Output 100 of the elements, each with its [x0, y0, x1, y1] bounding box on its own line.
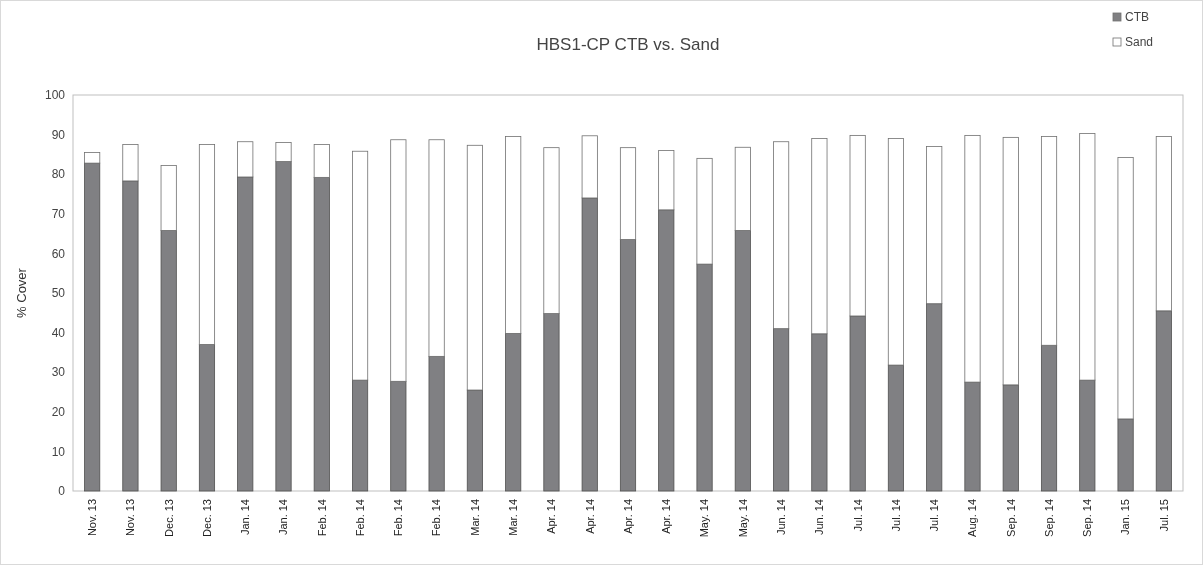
- x-tick-label: Apr. 14: [660, 499, 673, 534]
- bar: [84, 162, 101, 492]
- bar: [887, 364, 904, 492]
- bar: [122, 180, 139, 492]
- y-tick-label: 100: [44, 88, 66, 103]
- x-tick-label: Mar. 14: [507, 499, 520, 536]
- x-tick-label: Nov. 13: [124, 499, 137, 537]
- bar: [1079, 133, 1096, 381]
- x-tick-label: Apr. 14: [545, 499, 558, 534]
- bar: [926, 303, 943, 492]
- x-tick-label: Feb. 14: [392, 499, 405, 537]
- legend-label: Sand: [1125, 35, 1154, 50]
- x-tick-label: Jul. 14: [851, 499, 864, 532]
- x-tick-label: Jun. 14: [774, 499, 787, 536]
- bar: [390, 139, 407, 382]
- legend-label: CTB: [1125, 10, 1149, 25]
- x-tick-label: Mar. 14: [468, 499, 481, 536]
- bar: [1040, 136, 1058, 346]
- bar: [849, 134, 866, 317]
- bar: [696, 157, 713, 265]
- bar: [773, 141, 790, 330]
- bar: [313, 176, 330, 492]
- bar: [352, 150, 369, 381]
- bar: [581, 197, 598, 492]
- bar: [964, 134, 981, 383]
- x-tick-label: Apr. 14: [583, 499, 596, 534]
- x-tick-label: Jul. 15: [1157, 499, 1170, 532]
- bar: [198, 144, 216, 345]
- bar: [390, 380, 407, 492]
- y-tick-label: 20: [51, 405, 66, 419]
- bar: [237, 141, 254, 178]
- bar: [543, 313, 560, 492]
- bar: [160, 165, 177, 231]
- bar: [887, 138, 904, 366]
- bar: [505, 136, 522, 334]
- x-tick-label: Aug. 14: [966, 499, 979, 537]
- y-tick-label: 60: [51, 246, 66, 261]
- bar: [1155, 136, 1172, 312]
- x-tick-label: Feb. 14: [315, 499, 328, 537]
- bar: [619, 239, 637, 492]
- bar: [313, 144, 330, 178]
- bar: [658, 209, 675, 492]
- x-tick-label: Jan. 14: [239, 499, 252, 536]
- bar: [466, 389, 483, 492]
- bar: [237, 176, 254, 492]
- x-tick-label: Apr. 14: [621, 499, 634, 534]
- x-tick-label: Feb. 14: [353, 499, 366, 537]
- x-tick-label: Dec. 13: [200, 499, 213, 537]
- x-tick-label: May. 14: [698, 499, 711, 538]
- bar: [428, 355, 445, 492]
- bar: [198, 344, 216, 492]
- x-tick-label: Jul. 14: [889, 499, 902, 532]
- y-tick-label: 70: [51, 207, 66, 221]
- bar: [734, 146, 751, 231]
- chart-title: HBS1-CP CTB vs. Sand: [536, 35, 720, 54]
- y-tick-label: 40: [51, 325, 66, 340]
- x-tick-label: Jul. 14: [928, 499, 941, 532]
- bar: [122, 144, 139, 182]
- bar: [160, 230, 177, 492]
- bar: [1040, 344, 1058, 492]
- bar: [696, 263, 713, 492]
- x-tick-label: Jan. 14: [277, 499, 290, 536]
- bar: [505, 332, 522, 492]
- bar: [352, 379, 369, 492]
- x-tick-label: Jun. 14: [813, 499, 826, 536]
- bar: [811, 333, 828, 492]
- x-tick-label: Jan. 15: [1119, 499, 1132, 536]
- x-tick-label: Dec. 13: [162, 499, 175, 537]
- bar: [428, 139, 445, 357]
- bar: [543, 147, 560, 314]
- bar: [1079, 379, 1096, 492]
- y-tick-label: 80: [51, 167, 66, 182]
- bar: [811, 138, 828, 335]
- bar: [658, 150, 675, 211]
- y-tick-label: 90: [51, 127, 66, 142]
- bar: [1155, 310, 1172, 492]
- bar: [1117, 418, 1134, 492]
- bar: [275, 142, 292, 162]
- x-tick-label: Sep. 14: [1004, 499, 1017, 537]
- bar: [926, 146, 943, 305]
- bar: [1002, 136, 1019, 386]
- bar: [619, 147, 637, 240]
- bar: [734, 230, 751, 492]
- x-tick-label: Sep. 14: [1042, 499, 1055, 537]
- x-tick-label: May. 14: [736, 499, 749, 538]
- y-tick-label: 30: [51, 365, 66, 380]
- bar: [581, 135, 598, 199]
- bar: [773, 328, 790, 492]
- bar: [849, 315, 866, 492]
- y-axis-title: % Cover: [14, 267, 29, 318]
- x-tick-label: Sep. 14: [1081, 499, 1094, 537]
- bar: [1117, 157, 1134, 420]
- bar: [1002, 384, 1019, 492]
- bar: [275, 161, 292, 492]
- x-tick-label: Nov. 13: [85, 499, 98, 537]
- bar: [964, 381, 981, 492]
- x-tick-label: Feb. 14: [430, 499, 443, 537]
- y-tick-label: 10: [51, 444, 66, 459]
- y-tick-label: 50: [51, 286, 66, 301]
- bar: [466, 144, 483, 391]
